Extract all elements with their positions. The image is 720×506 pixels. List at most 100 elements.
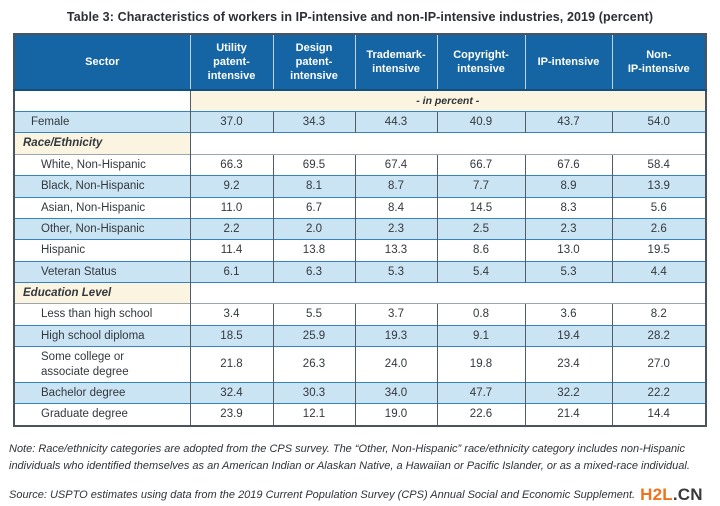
unit-row-label: - in percent - [189, 90, 706, 112]
value-cell: 7.7 [436, 175, 525, 197]
footnotes: Note: Race/ethnicity categories are adop… [9, 441, 711, 506]
value-cell: 14.5 [436, 196, 525, 219]
value-cell: 32.4 [189, 381, 273, 404]
table-row: Bachelor degree 32.4 30.3 34.0 47.7 32.2 22.2 [14, 381, 706, 404]
value-cell: 5.4 [436, 260, 525, 283]
value-cell: 2.0 [272, 217, 355, 240]
value-cell: 24.0 [354, 346, 437, 383]
value-cell: 14.4 [611, 403, 706, 426]
source-text: Source: USPTO estimates using data from … [9, 488, 636, 501]
row-label: Less than high school [14, 303, 190, 326]
value-cell: 8.1 [272, 175, 355, 197]
table-title: Table 3: Characteristics of workers in I… [66, 10, 654, 24]
column-header-sector: Sector [14, 34, 190, 91]
row-label: Bachelor degree [14, 381, 190, 404]
unit-row-empty-cell [14, 90, 190, 112]
value-cell: 3.6 [524, 303, 612, 326]
value-cell: 11.4 [189, 239, 273, 262]
value-cell: 6.1 [189, 260, 273, 283]
value-cell: 34.0 [354, 381, 437, 404]
value-cell: 67.4 [354, 153, 437, 176]
source-line: Source: USPTO estimates using data from … [9, 482, 711, 506]
table-row: Graduate degree 23.9 12.1 19.0 22.6 21.4 14.4 [14, 403, 706, 426]
value-cell: 44.3 [354, 110, 437, 133]
value-cell: 6.7 [272, 196, 355, 219]
value-cell: 67.6 [524, 153, 612, 176]
value-cell: 25.9 [272, 324, 355, 347]
value-cell: 8.4 [354, 196, 437, 219]
value-cell: 13.0 [524, 239, 612, 262]
value-cell: 12.1 [272, 403, 355, 426]
row-label: White, Non-Hispanic [14, 153, 190, 176]
value-cell: 2.3 [524, 217, 612, 240]
watermark-secondary: .CN [672, 484, 703, 504]
column-header: Copyright- intensive [436, 34, 525, 91]
value-cell: 2.2 [189, 217, 273, 240]
value-cell: 2.3 [354, 217, 437, 240]
value-cell: 27.0 [611, 346, 706, 383]
unit-row: - in percent - [14, 90, 706, 112]
value-cell: 23.9 [189, 403, 273, 426]
value-cell: 5.3 [524, 260, 612, 283]
table-row: High school diploma 18.5 25.9 19.3 9.1 19.4 28… [14, 324, 706, 347]
row-label: Race/Ethnicity [14, 132, 190, 155]
value-cell: 54.0 [611, 110, 706, 133]
value-cell: 19.4 [524, 324, 612, 347]
characteristics-table: Sector Utility patent- intensive Design pa… [13, 33, 707, 427]
value-cell: 30.3 [272, 381, 355, 404]
table-row: Veteran Status 6.1 6.3 5.3 5.4 5.3 4.4 [14, 260, 706, 283]
table-row: Black, Non-Hispanic 9.2 8.1 8.7 7.7 8.9 13.9 [14, 175, 706, 197]
value-cell: 18.5 [189, 324, 273, 347]
value-cell: 8.9 [524, 175, 612, 197]
value-cell: 66.7 [436, 153, 525, 176]
row-label: Other, Non-Hispanic [14, 217, 190, 240]
row-label: Asian, Non-Hispanic [14, 196, 190, 219]
value-cell: 66.3 [189, 153, 273, 176]
table-row: Some college or associate degree 21.8 26.3… [14, 346, 706, 383]
value-cell: 32.2 [524, 381, 612, 404]
value-cell: 11.0 [189, 196, 273, 219]
note-text: Note: Race/ethnicity categories are adop… [9, 442, 690, 472]
section-empty-cell [189, 132, 706, 155]
row-label: High school diploma [14, 324, 190, 347]
value-cell: 0.8 [436, 303, 525, 326]
value-cell: 6.3 [272, 260, 355, 283]
value-cell: 43.7 [524, 110, 612, 133]
watermark-primary: H2L [640, 484, 673, 504]
column-header: Design patent- intensive [272, 34, 355, 91]
value-cell: 40.9 [436, 110, 525, 133]
value-cell: 3.4 [189, 303, 273, 326]
value-cell: 19.8 [436, 346, 525, 383]
value-cell: 22.6 [436, 403, 525, 426]
table-row: White, Non-Hispanic 66.3 69.5 67.4 66.7 67.6 5… [14, 153, 706, 176]
value-cell: 47.7 [436, 381, 525, 404]
table-row: Less than high school 3.4 5.5 3.7 0.8 3.6 8.2 [14, 303, 706, 326]
column-header: IP-intensive [524, 34, 612, 91]
section-empty-cell [189, 281, 706, 304]
watermark: H2L.CN [640, 485, 703, 504]
value-cell: 21.8 [189, 346, 273, 383]
value-cell: 19.5 [611, 239, 706, 262]
value-cell: 8.7 [354, 175, 437, 197]
section-row: Race/Ethnicity [14, 132, 706, 155]
value-cell: 2.6 [611, 217, 706, 240]
value-cell: 23.4 [524, 346, 612, 383]
value-cell: 5.5 [272, 303, 355, 326]
table-row: Asian, Non-Hispanic 11.0 6.7 8.4 14.5 8.3 5.6 [14, 196, 706, 219]
value-cell: 26.3 [272, 346, 355, 383]
row-label: Graduate degree [14, 403, 190, 426]
row-label: Black, Non-Hispanic [14, 175, 190, 197]
row-label: Veteran Status [14, 260, 190, 283]
table-row: Hispanic 11.4 13.8 13.3 8.6 13.0 19.5 [14, 239, 706, 262]
section-row: Education Level [14, 281, 706, 304]
value-cell: 22.2 [611, 381, 706, 404]
value-cell: 19.3 [354, 324, 437, 347]
value-cell: 28.2 [611, 324, 706, 347]
table-row: Other, Non-Hispanic 2.2 2.0 2.3 2.5 2.3 2.6 [14, 217, 706, 240]
row-label: Hispanic [14, 239, 190, 262]
value-cell: 13.9 [611, 175, 706, 197]
row-label: Education Level [14, 281, 190, 304]
value-cell: 4.4 [611, 260, 706, 283]
row-label: Female [14, 110, 190, 133]
